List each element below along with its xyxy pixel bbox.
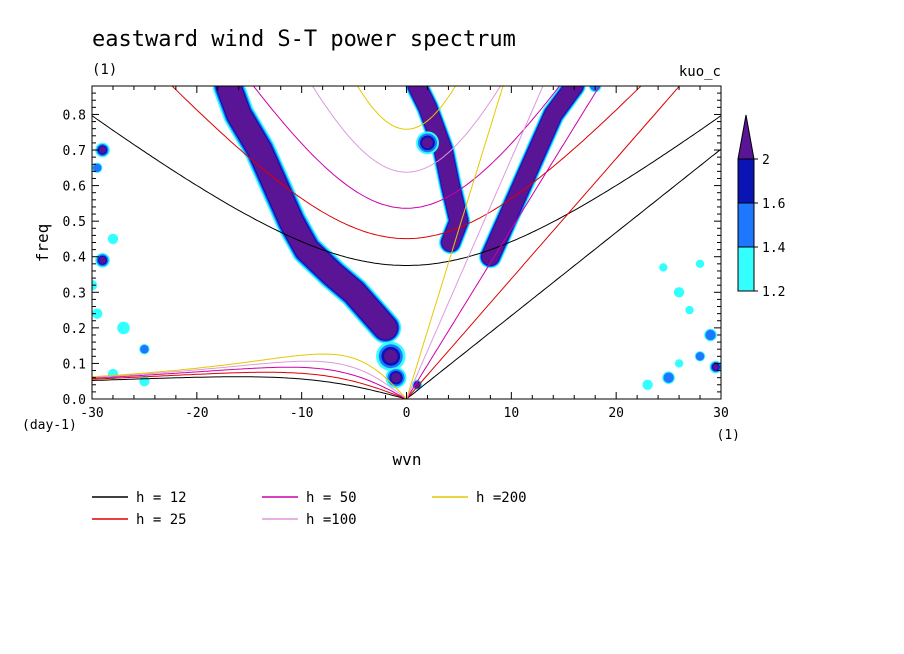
colorbar-triangle — [737, 114, 755, 160]
power-blob-7-level-0 — [107, 233, 119, 245]
x-axis-ticks: -30 -20 -10 0 10 20 30 — [80, 86, 729, 421]
power-blob-4-level-3 — [99, 146, 106, 154]
y-axis-label: freq — [33, 224, 52, 263]
eastward-band-center-layer-3 — [408, 86, 468, 252]
y-tick-label-0: 0.0 — [63, 393, 86, 408]
legend-label-h200: h =200 — [476, 490, 527, 506]
chart-subtitle-left: (1) — [92, 62, 117, 78]
westward-band-left-layer-3 — [216, 86, 398, 340]
colorbar-label-3: 2 — [762, 153, 770, 168]
colorbar-label-2: 1.6 — [762, 197, 785, 212]
y-tick-label-5: 0.5 — [63, 215, 86, 230]
legend-label-h25: h = 25 — [136, 512, 187, 528]
power-blob-10-level-1 — [140, 344, 149, 354]
power-blob-2-level-3 — [391, 372, 401, 383]
y-tick-label-6: 0.6 — [63, 180, 86, 195]
power-blob-21-level-0 — [695, 259, 705, 268]
curve-h100-gravity-n1 — [311, 86, 502, 173]
plot-area — [92, 86, 721, 399]
curve-h25-kelvin — [406, 86, 681, 399]
power-blob-22-level-0 — [685, 305, 694, 315]
y-axis-ticks: 0.0 0.1 0.2 0.3 0.4 0.5 0.6 0.7 0.8 — [63, 92, 721, 408]
power-blob-6-level-3 — [99, 256, 106, 264]
legend-label-h100: h =100 — [306, 512, 357, 528]
x-tick-label-1: -20 — [185, 406, 208, 421]
y-tick-label-7: 0.7 — [63, 144, 86, 159]
power-blob-5-level-1 — [92, 163, 102, 173]
curve-h100-kelvin — [406, 86, 544, 399]
power-blob-14-level-1 — [705, 329, 716, 341]
x-unit-label: (1) — [717, 428, 740, 443]
legend-label-h12: h = 12 — [136, 490, 187, 506]
y-tick-label-8: 0.8 — [63, 108, 86, 123]
power-blob-1-level-3 — [384, 349, 398, 364]
legend-label-h50: h = 50 — [306, 490, 357, 506]
curve-h50-rossby-n1 — [92, 366, 407, 399]
colorbar: 1.2 1.4 1.6 2 — [737, 114, 786, 300]
power-blob-18-level-1 — [663, 372, 674, 383]
y-unit-label: (day-1) — [22, 418, 77, 433]
power-blobs — [92, 86, 721, 390]
power-blob-12-level-0 — [139, 376, 150, 387]
power-blob-19-level-0 — [642, 379, 653, 390]
power-blob-20-level-0 — [659, 263, 668, 272]
power-blob-15-level-3 — [712, 364, 719, 370]
curve-h200-rossby-n1 — [92, 353, 407, 399]
x-axis-label: wvn — [393, 450, 422, 469]
colorbar-segment-2 — [737, 158, 755, 204]
curve-h200-kelvin — [406, 86, 504, 399]
curve-h100-rossby-n1 — [92, 360, 407, 399]
curve-h12-rossby-n1 — [92, 376, 407, 399]
power-blob-9-level-0 — [117, 321, 130, 335]
eastward-band-right-layer-3 — [481, 86, 583, 266]
x-tick-label-2: -10 — [290, 406, 313, 421]
x-tick-label-0: -30 — [80, 406, 103, 421]
colorbar-segment-0 — [737, 246, 755, 292]
curve-h12-gravity-n1 — [92, 115, 721, 266]
power-blob-16-level-1 — [695, 352, 705, 361]
chart-subtitle-right: kuo_c — [679, 64, 721, 80]
curve-h200-gravity-n1 — [356, 86, 457, 130]
curve-h25-gravity-n1 — [171, 86, 642, 240]
curve-h25-rossby-n1 — [92, 371, 407, 399]
curve-h50-gravity-n1 — [252, 86, 561, 209]
plot-frame — [91, 85, 722, 400]
power-blob-23-level-0 — [674, 359, 684, 368]
dispersion-curves — [92, 86, 721, 399]
x-tick-label-6: 30 — [713, 406, 729, 421]
y-tick-label-2: 0.2 — [63, 322, 86, 337]
x-tick-label-4: 10 — [504, 406, 520, 421]
curve-h12-kelvin — [406, 148, 721, 399]
power-blob-17-level-0 — [673, 287, 685, 298]
colorbar-segment-1 — [737, 202, 755, 248]
curve-h50-kelvin — [406, 86, 601, 399]
y-tick-label-4: 0.4 — [63, 251, 87, 266]
colorbar-label-1: 1.4 — [762, 241, 786, 256]
x-tick-label-3: 0 — [403, 406, 411, 421]
power-blob-8-level-0 — [92, 308, 103, 319]
chart-title: eastward wind S-T power spectrum — [92, 27, 516, 52]
y-tick-label-3: 0.3 — [63, 286, 86, 301]
power-blob-0-level-3 — [422, 137, 433, 149]
x-tick-label-5: 20 — [608, 406, 624, 421]
legend: h = 12 h = 25 h = 50 h =100 h =200 — [92, 490, 527, 528]
power-bands — [212, 86, 586, 344]
colorbar-label-0: 1.2 — [762, 285, 785, 300]
y-tick-label-1: 0.1 — [63, 357, 86, 372]
